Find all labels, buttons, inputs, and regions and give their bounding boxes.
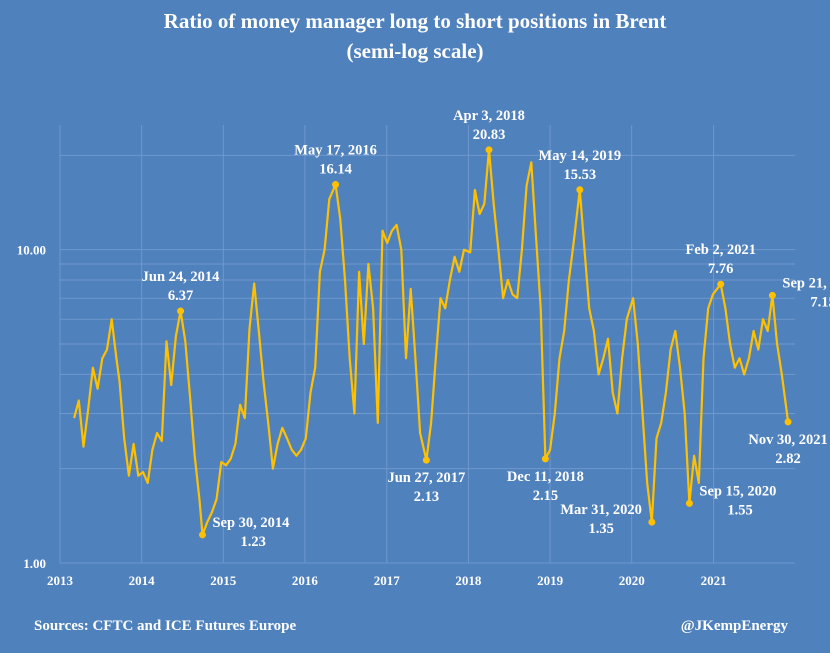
annotation-value: 20.83 (473, 127, 506, 143)
annotation-marker (541, 455, 549, 463)
annotation-value: 7.15 (810, 294, 830, 310)
annotation-value: 7.76 (708, 261, 733, 277)
x-tick-label: 2021 (701, 573, 727, 588)
x-tick-label: 2017 (374, 573, 401, 588)
x-tick-label: 2018 (455, 573, 482, 588)
annotation-value: 1.55 (727, 502, 752, 518)
chart-title-line1: Ratio of money manager long to short pos… (163, 9, 667, 33)
annotation-date: Apr 3, 2018 (453, 108, 525, 124)
annotation-marker (648, 518, 656, 526)
annotation-value: 1.35 (588, 521, 613, 537)
y-tick-label: 1.00 (23, 556, 46, 571)
annotation-marker (768, 291, 776, 299)
annotation-value: 16.14 (319, 162, 352, 178)
annotation-date: Mar 31, 2020 (560, 502, 642, 518)
x-tick-label: 2016 (292, 573, 319, 588)
chart-subtitle: (semi-log scale) (346, 39, 484, 63)
annotation-marker (717, 280, 725, 288)
annotation-date: May 17, 2016 (294, 143, 377, 159)
annotation-date: Sep 21, 2021 (782, 275, 830, 291)
annotation-marker (784, 418, 792, 426)
annotation-marker (485, 146, 493, 154)
annotation-marker (685, 499, 693, 507)
annotation-marker (177, 307, 185, 315)
annotation-date: Nov 30, 2021 (748, 432, 827, 448)
annotation-value: 2.15 (533, 488, 558, 504)
chart-title: Ratio of money manager long to short pos… (0, 6, 830, 66)
annotation-date: Sep 15, 2020 (699, 483, 776, 499)
y-tick-label: 10.00 (17, 243, 46, 258)
source-note: Sources: CFTC and ICE Futures Europe (34, 618, 297, 634)
annotation-date: Jun 24, 2014 (142, 269, 220, 285)
annotation-value: 2.82 (775, 451, 800, 467)
annotation-marker (198, 531, 206, 539)
annotation-value: 1.23 (240, 534, 265, 550)
annotation-date: May 14, 2019 (539, 148, 622, 164)
annotation-marker (422, 456, 430, 464)
x-tick-label: 2014 (129, 573, 156, 588)
x-tick-label: 2015 (210, 573, 237, 588)
annotation-marker (576, 186, 584, 194)
annotation-marker (332, 181, 340, 189)
annotation-date: Jun 27, 2017 (387, 470, 465, 486)
annotation-value: 15.53 (564, 167, 597, 183)
annotation-date: Dec 11, 2018 (507, 469, 584, 485)
x-tick-label: 2013 (47, 573, 74, 588)
annotation-date: Sep 30, 2014 (212, 515, 289, 531)
x-tick-label: 2019 (537, 573, 564, 588)
x-tick-label: 2020 (619, 573, 645, 588)
annotation-value: 2.13 (414, 489, 439, 505)
annotation-value: 6.37 (168, 288, 193, 304)
author-credit: @JKempEnergy (680, 618, 788, 634)
annotation-date: Feb 2, 2021 (685, 242, 755, 258)
annotation-layer: Jun 24, 2014 6.37 Sep 30, 2014 1.23 May 17, … (142, 108, 830, 550)
axes: 1.00 10.00 2013 2014 2015 2016 2017 2018 2019 202… (17, 243, 795, 588)
